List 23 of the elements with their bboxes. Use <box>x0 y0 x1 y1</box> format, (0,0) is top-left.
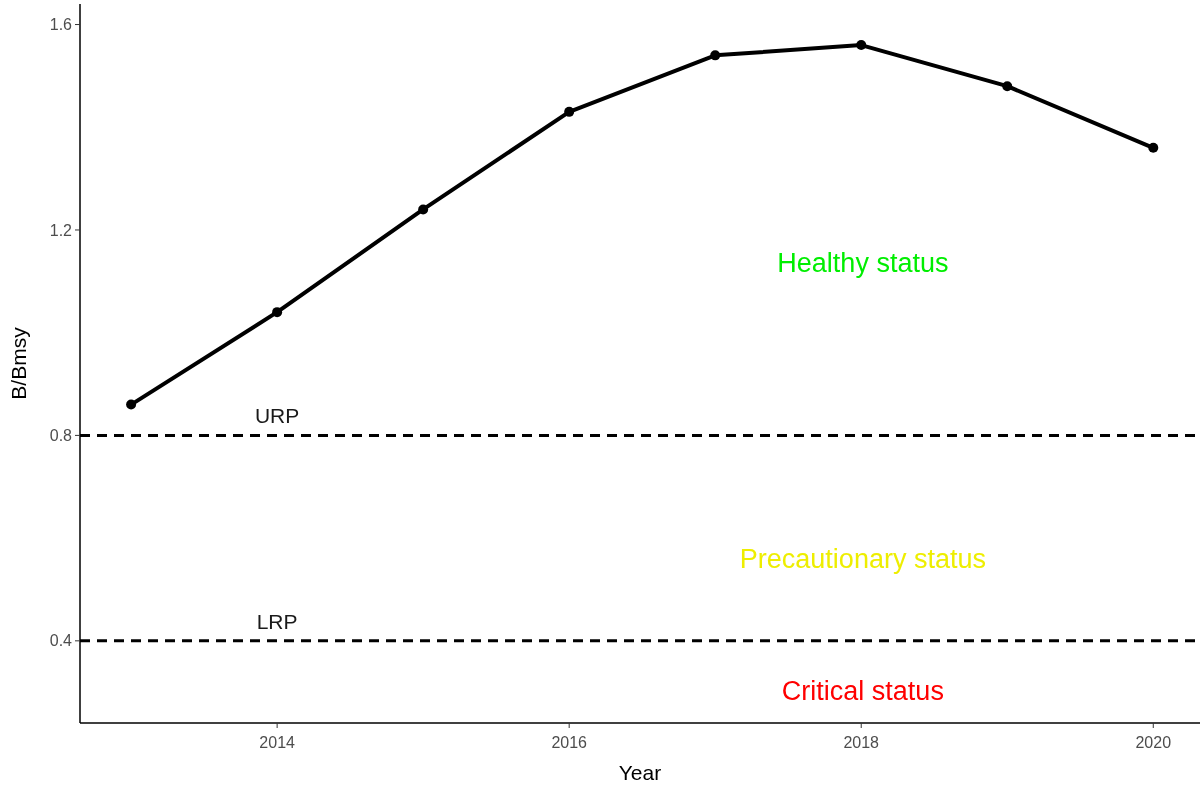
point <box>1002 81 1013 92</box>
annotation: Precautionary status <box>739 544 986 575</box>
y-axis-title: B/Bmsy <box>7 326 30 400</box>
point <box>126 399 137 410</box>
x-tick-label: 2016 <box>551 734 588 751</box>
point <box>856 40 867 51</box>
point <box>1148 142 1159 153</box>
y-tick-label: 1.2 <box>49 221 73 239</box>
y-tick-label: 0.4 <box>49 632 73 650</box>
point <box>272 307 283 318</box>
point <box>418 204 429 215</box>
ref-line-label: URP <box>254 404 300 428</box>
y-tick-label: 0.8 <box>49 427 73 444</box>
annotation: Critical status <box>781 675 944 706</box>
ref-line-label: LRP <box>256 609 298 633</box>
annotation: Healthy status <box>777 248 949 279</box>
x-tick-label: 2020 <box>1135 734 1172 751</box>
x-axis-title: Year <box>618 761 662 784</box>
point <box>710 50 721 61</box>
x-tick-label: 2014 <box>259 734 296 751</box>
point <box>564 106 575 117</box>
y-tick-label: 1.6 <box>49 16 73 34</box>
x-tick-label: 2018 <box>843 734 880 751</box>
